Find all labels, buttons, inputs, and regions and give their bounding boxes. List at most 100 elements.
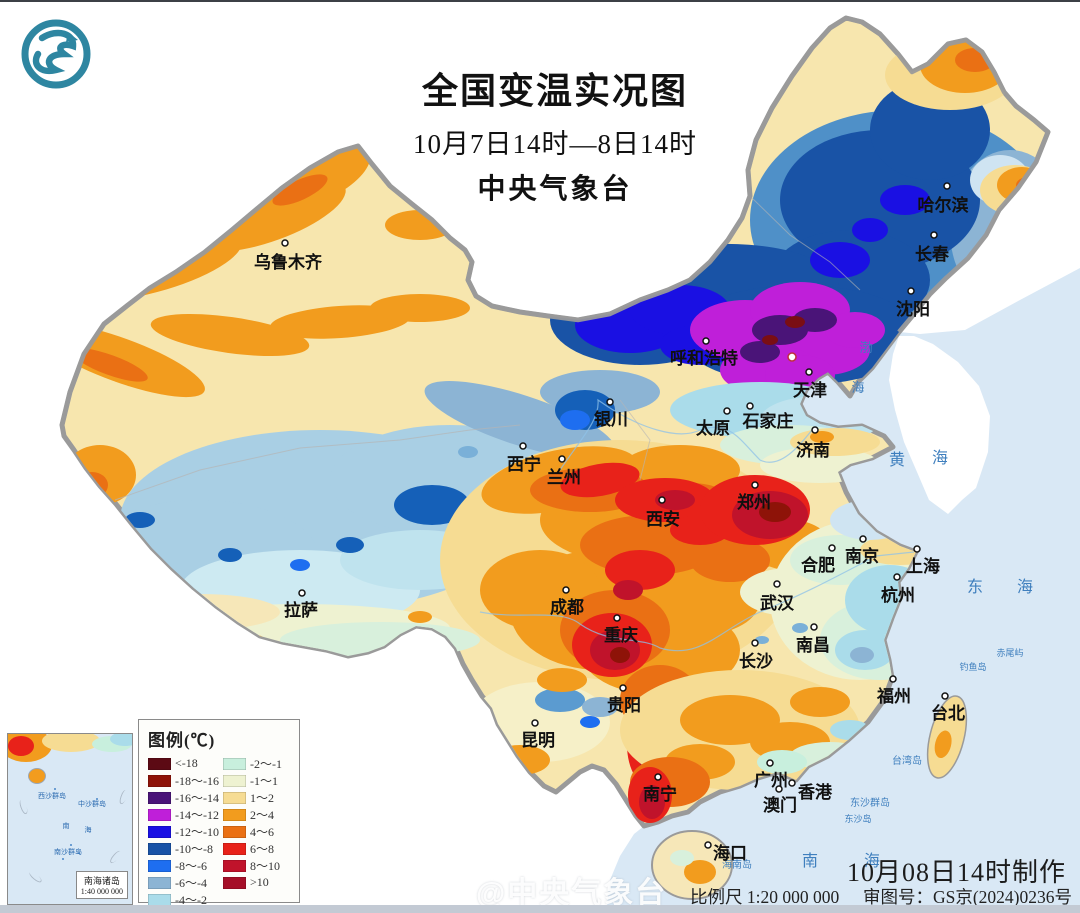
legend-column-2: -2～-1 -1～1 1～2 2～4 4～6 6～8 8～10 >10 <box>223 755 282 908</box>
city-label: 呼和浩特 <box>670 348 738 368</box>
city-dot <box>773 580 781 588</box>
city-dot <box>828 544 836 552</box>
city-dot <box>702 337 710 345</box>
legend-swatch <box>148 808 171 821</box>
legend-label: -1～1 <box>250 774 278 788</box>
legend-label: 1～2 <box>250 791 275 805</box>
city-label: 杭州 <box>881 585 915 605</box>
sea-label: 东沙群岛 <box>850 796 890 809</box>
sea-label: 黄 <box>889 451 905 469</box>
legend-item: 2～4 <box>223 806 282 823</box>
city-label: 太原 <box>696 418 730 438</box>
sea-label: 海南岛 <box>722 858 752 871</box>
inset-hainan <box>28 768 46 784</box>
legend-swatch <box>148 859 171 872</box>
city-label: 长春 <box>915 244 949 264</box>
city-label: 南京 <box>845 546 879 566</box>
city-label: 重庆 <box>604 625 638 645</box>
city-dot <box>654 773 662 781</box>
city-dot <box>943 182 951 190</box>
city-label: 海口 <box>713 843 747 863</box>
legend-item: <-18 <box>148 755 219 772</box>
city-dot <box>562 586 570 594</box>
legend-item: 8～10 <box>223 857 282 874</box>
legend-label: -16～-14 <box>175 791 219 805</box>
city-dot <box>531 719 539 727</box>
legend-item: -10～-8 <box>148 840 219 857</box>
legend-item: 4～6 <box>223 823 282 840</box>
legend-swatch <box>148 774 171 787</box>
city-label: 昆明 <box>521 731 555 750</box>
inset-sea-label: 中沙群岛 <box>78 800 106 808</box>
inset-island-dot <box>96 798 98 800</box>
city-label: 天津 <box>793 380 827 400</box>
legend-label: -6～-4 <box>175 876 207 890</box>
inset-island-dot <box>78 852 80 854</box>
city-label: 兰州 <box>547 467 581 487</box>
legend-swatch <box>223 825 246 838</box>
sea-label: 东 <box>967 578 983 596</box>
city-label: 乌鲁木齐 <box>254 252 323 272</box>
city-dot <box>606 398 614 406</box>
city-label: 西宁 <box>507 454 541 474</box>
inset-arc <box>108 849 123 865</box>
legend-column-1: <-18 -18～-16 -16～-14 -14～-12 -12～-10 -10～-8 -8… <box>148 755 219 908</box>
sea-label: 海 <box>1017 578 1033 596</box>
legend-label: 2～4 <box>250 808 275 822</box>
city-dot <box>704 841 712 849</box>
city-label: 贵阳 <box>607 695 641 715</box>
city-dot <box>893 573 901 581</box>
city-dot <box>775 785 783 793</box>
legend-swatch <box>223 859 246 872</box>
legend-swatch <box>223 876 246 889</box>
legend-label: -12～-10 <box>175 825 219 839</box>
legend-swatch <box>223 774 246 787</box>
city-label: 澳门 <box>763 795 797 815</box>
inset-sea-label: 南 <box>62 822 70 830</box>
legend-item: -16～-14 <box>148 789 219 806</box>
city-dot <box>889 675 897 683</box>
legend-label: -10～-8 <box>175 842 213 856</box>
legend-label: 4～6 <box>250 825 275 839</box>
cma-logo <box>18 16 94 97</box>
city-dot <box>751 481 759 489</box>
city-dot <box>519 442 527 450</box>
legend-label: -2～-1 <box>250 757 282 771</box>
legend-item: -14～-12 <box>148 806 219 823</box>
legend-swatch <box>148 825 171 838</box>
city-label: 上海 <box>906 556 940 576</box>
city-label: 武汉 <box>760 593 795 613</box>
sea-label: 台湾岛 <box>892 754 922 767</box>
top-edge-line <box>0 0 1080 2</box>
legend-swatch <box>223 808 246 821</box>
city-dot <box>658 496 666 504</box>
hainan-island <box>651 830 733 900</box>
legend-item: -4～-2 <box>148 891 219 908</box>
legend-item: -2～-1 <box>223 755 282 772</box>
legend-swatch <box>148 842 171 855</box>
inset-island-dot <box>54 788 56 790</box>
title-block: 全国变温实况图 10月7日14时—8日14时 中央气象台 <box>413 62 697 207</box>
south-china-sea-inset: 西沙群岛 中沙群岛 南沙群岛 南海 南海诸岛 1:40 000 000 <box>7 733 133 905</box>
legend-item: -12～-10 <box>148 823 219 840</box>
map-source: 中央气象台 <box>477 173 633 204</box>
inset-island-dot <box>62 858 64 860</box>
legend-item: -6～-4 <box>148 874 219 891</box>
inset-coast-blob <box>8 736 34 756</box>
legend-box: 图例(℃) <-18 -18～-16 -16～-14 -14～-12 -12～-10 -1… <box>138 719 300 907</box>
city-label: 广州 <box>754 770 788 790</box>
city-label: 台北 <box>931 703 965 723</box>
city-dot <box>859 535 867 543</box>
legend-swatch <box>148 791 171 804</box>
inset-sea-label: 海 <box>84 826 92 834</box>
legend-item: -8～-6 <box>148 857 219 874</box>
sea-label: 海 <box>932 449 948 467</box>
watermark: @中央气象台 <box>428 868 667 912</box>
sea-label: 海 <box>864 852 880 870</box>
city-label: 香港 <box>798 782 833 802</box>
inset-coast-blob <box>42 734 100 752</box>
